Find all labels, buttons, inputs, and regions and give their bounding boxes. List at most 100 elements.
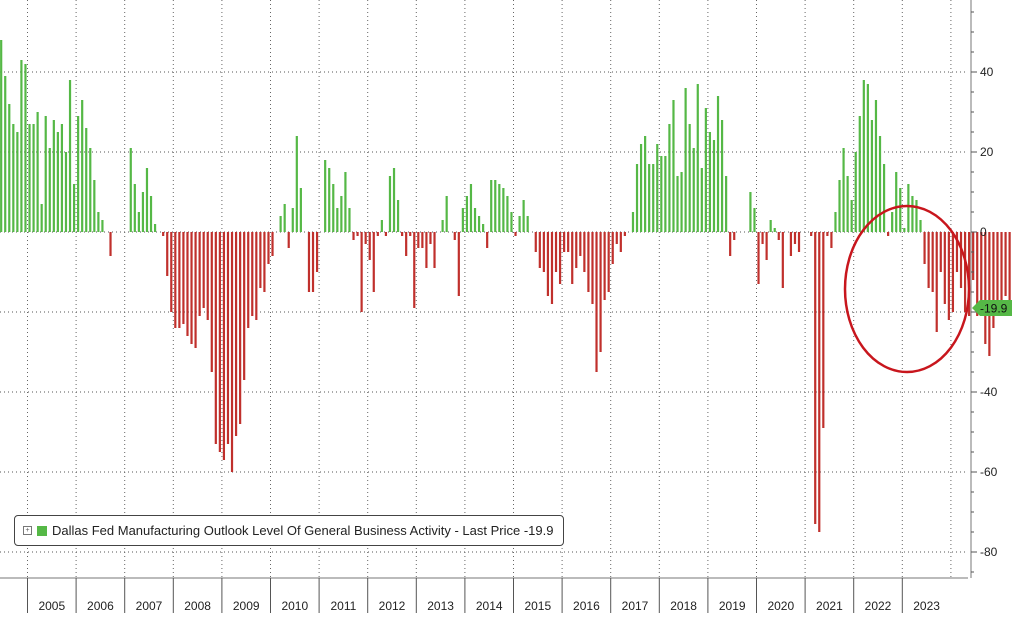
x-tick-label: 2011 — [330, 599, 356, 613]
bar — [218, 232, 221, 452]
bar — [388, 176, 392, 232]
bar — [1000, 232, 1003, 304]
bar — [891, 212, 894, 232]
x-tick-label: 2005 — [38, 599, 65, 613]
bar — [664, 156, 667, 232]
bar — [959, 232, 963, 288]
bar — [405, 232, 408, 256]
legend-swatch — [37, 525, 47, 536]
legend-expand-icon[interactable]: + — [23, 526, 32, 535]
legend: + Dallas Fed Manufacturing Outlook Level… — [14, 515, 565, 546]
bar — [336, 208, 339, 232]
bar — [822, 232, 825, 428]
y-tick-label: ‑80 — [980, 545, 998, 559]
bar — [283, 204, 286, 232]
bar — [222, 232, 226, 460]
bar — [380, 220, 383, 232]
bar — [145, 168, 149, 232]
bar — [644, 136, 647, 232]
bar — [765, 232, 768, 260]
bar — [976, 232, 979, 316]
bar — [429, 232, 432, 244]
bar — [81, 100, 84, 232]
bar — [247, 232, 250, 328]
bar — [733, 232, 736, 240]
bar — [12, 124, 15, 232]
bar — [230, 232, 234, 472]
bar — [587, 232, 590, 292]
bar — [749, 192, 752, 232]
bar — [522, 200, 525, 232]
bar — [838, 180, 841, 232]
bar — [445, 196, 448, 232]
bar — [793, 232, 797, 244]
bar — [328, 168, 331, 232]
bar — [332, 184, 335, 232]
bar — [506, 196, 509, 232]
bar — [490, 180, 493, 232]
x-tick-label: 2015 — [524, 599, 551, 613]
bar — [421, 232, 424, 248]
x-tick-label: 2006 — [87, 599, 114, 613]
bar — [376, 232, 379, 236]
x-tick-label: 2021 — [816, 599, 843, 613]
bar — [546, 232, 550, 296]
bar — [8, 104, 11, 232]
bar — [656, 144, 659, 232]
bar — [60, 124, 64, 232]
axes: 2005 2006 2007 2008 2009 2010 2011 2012 2013 2014… — [0, 0, 998, 613]
bar — [769, 220, 772, 232]
bar — [433, 232, 436, 268]
bar — [882, 164, 886, 232]
bar — [85, 128, 88, 232]
bar — [194, 232, 197, 348]
bar — [558, 232, 562, 284]
bar — [356, 232, 359, 236]
bar — [567, 232, 570, 252]
bar — [615, 232, 618, 244]
bar — [48, 148, 51, 232]
bar — [878, 136, 882, 232]
bar — [992, 232, 995, 328]
bar — [980, 232, 983, 304]
bar — [951, 232, 955, 312]
bar — [595, 232, 598, 372]
bar — [887, 232, 890, 236]
bar — [712, 140, 716, 232]
bar — [271, 232, 274, 256]
bar — [239, 232, 242, 424]
y-tick-label: ‑40 — [980, 385, 998, 399]
bar — [603, 232, 606, 300]
bar — [672, 100, 675, 232]
bar — [947, 232, 950, 320]
bar — [563, 232, 566, 252]
bar — [243, 232, 246, 380]
bar — [166, 232, 169, 276]
bar — [457, 232, 460, 296]
bar — [461, 208, 464, 232]
bar — [401, 232, 404, 236]
bar — [652, 164, 655, 232]
bar — [858, 116, 861, 232]
bar — [307, 232, 311, 292]
bar — [170, 232, 173, 312]
x-tick-label: 2007 — [136, 599, 163, 613]
bar — [469, 184, 473, 232]
bar — [162, 232, 165, 236]
bar — [943, 232, 946, 304]
bar — [40, 204, 43, 232]
bar — [384, 232, 388, 236]
bar — [368, 232, 371, 260]
bar — [202, 232, 205, 308]
bar — [413, 232, 416, 308]
x-tick-label: 2009 — [233, 599, 260, 613]
bar — [753, 208, 756, 232]
bar — [372, 232, 375, 292]
x-tick-label: 2016 — [573, 599, 600, 613]
bar — [344, 172, 347, 232]
bar — [591, 232, 594, 304]
bar — [907, 184, 910, 232]
bar — [963, 232, 967, 312]
x-tick-label: 2017 — [622, 599, 649, 613]
bar — [68, 80, 72, 232]
